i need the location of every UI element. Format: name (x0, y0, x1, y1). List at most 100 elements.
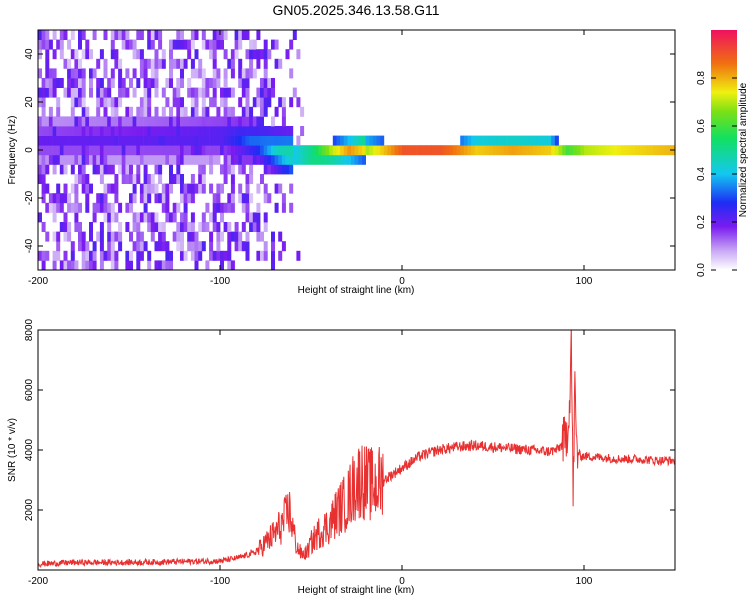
spectrogram-cell (110, 164, 115, 175)
spectrogram-cell (81, 78, 86, 88)
spectrogram-cell (165, 202, 170, 213)
spectrogram-cell (365, 145, 370, 156)
spectrogram-cell (249, 174, 254, 184)
spectrogram-cell (176, 116, 181, 127)
spectrogram-cell (249, 58, 254, 69)
spectrogram-cell (59, 260, 64, 270)
spectrogram-cell (161, 193, 166, 204)
spectrogram-cell (332, 145, 337, 156)
spectrogram-cell (216, 78, 221, 88)
spectrogram-cell (150, 222, 155, 232)
spectrogram-cell (525, 135, 530, 146)
spectrogram-cell (194, 106, 199, 117)
spectrogram-cell (176, 174, 181, 184)
spectrogram-cell (107, 202, 112, 213)
spectrogram-cell (85, 174, 90, 184)
spectrogram-cell (143, 126, 148, 136)
spectrogram-cell (172, 97, 177, 108)
spectrogram-cell (59, 154, 64, 165)
spectrogram-cell (212, 68, 217, 79)
spectrogram-cell (99, 164, 104, 175)
spectrogram-cell (59, 49, 64, 60)
spectrogram-cell (252, 126, 257, 136)
spectrogram-cell (278, 231, 283, 242)
spectrogram-cell (158, 231, 163, 242)
spectrogram-cell (70, 164, 75, 175)
spectrogram-cell (96, 78, 101, 88)
spectrogram-cell (183, 135, 188, 146)
spectrogram-cell (220, 164, 224, 175)
spectrogram-cell (67, 116, 72, 127)
spectrogram-cell (212, 193, 217, 204)
spectrogram-cell (96, 154, 101, 165)
spectrogram-cell (110, 202, 115, 213)
spectrogram-cell (70, 87, 75, 98)
spectrogram-cell (241, 241, 246, 252)
spectrogram-cell (303, 145, 308, 156)
spectrogram-cell (103, 135, 108, 146)
spectrogram-cell (96, 97, 101, 108)
spectrogram-cell (227, 231, 232, 242)
spectrogram-cell (96, 106, 101, 117)
spectrogram-cell (263, 164, 268, 175)
spectrogram-cell (351, 154, 355, 165)
spectrogram-cell (129, 231, 133, 242)
spectrogram-cell (605, 145, 610, 156)
spectrogram-cell (194, 154, 199, 165)
spectrogram-cell (89, 231, 93, 242)
spectrogram-cell (238, 39, 243, 50)
spectrogram-cell (220, 202, 224, 213)
spectrogram-cell (70, 260, 75, 270)
spectrogram-cell (150, 68, 155, 79)
spectrogram-cell (56, 135, 61, 146)
spectrogram-cell (78, 78, 82, 88)
spectrogram-cell (172, 58, 177, 69)
spectrogram-cell (220, 87, 224, 98)
spectrogram-cell (74, 202, 79, 213)
spectrogram-cell (169, 212, 173, 223)
spectrogram-cell (132, 193, 137, 204)
spectrogram-cell (63, 183, 68, 194)
spectrogram-cell (449, 145, 454, 156)
spectrogram-cell (638, 145, 643, 156)
spectrogram-cell (278, 97, 283, 108)
spectrogram-cell (70, 78, 75, 88)
spectrogram-cell (533, 145, 537, 156)
spectrogram-cell (216, 145, 221, 156)
spectrogram-cell (325, 154, 330, 165)
spectrogram-cell (263, 49, 268, 60)
spectrogram-cell (169, 250, 173, 261)
spectrogram-cell (187, 39, 192, 50)
spectrogram-cell (85, 202, 90, 213)
spectrogram-cell (129, 174, 133, 184)
spectrogram-cell (285, 126, 290, 136)
spectrogram-cell (274, 58, 279, 69)
spectrogram-cell (234, 231, 239, 242)
spectrogram-cell (667, 145, 672, 156)
colorbar-gradient (711, 30, 737, 270)
spectrogram-cell (118, 116, 123, 127)
spectrogram-cell (96, 193, 101, 204)
spectrogram-cell (230, 135, 235, 146)
spectrogram-cell (52, 202, 57, 213)
spectrogram-cell (456, 145, 461, 156)
spectrogram-cell (45, 164, 50, 175)
spectrogram-cell (176, 202, 181, 213)
spectrogram-cell (38, 39, 42, 50)
spectrogram-cell (110, 97, 115, 108)
spectrogram-cell (114, 250, 119, 261)
spectrogram-cell (471, 145, 476, 156)
spectrogram-cell (52, 116, 57, 127)
spectrogram-cell (161, 49, 166, 60)
spectrogram-cell (547, 145, 552, 156)
spectrogram-cell (190, 222, 195, 232)
spectrogram-cell (194, 135, 199, 146)
spectrogram-cell (569, 145, 574, 156)
spectrogram-cell (230, 174, 235, 184)
spectrogram-cell (180, 58, 184, 69)
spectrogram-cell (223, 106, 228, 117)
spectrogram-cell (59, 164, 64, 175)
spectrogram-cell (212, 78, 217, 88)
spectrogram-cell (154, 87, 159, 98)
spectrogram-cell (56, 250, 61, 261)
